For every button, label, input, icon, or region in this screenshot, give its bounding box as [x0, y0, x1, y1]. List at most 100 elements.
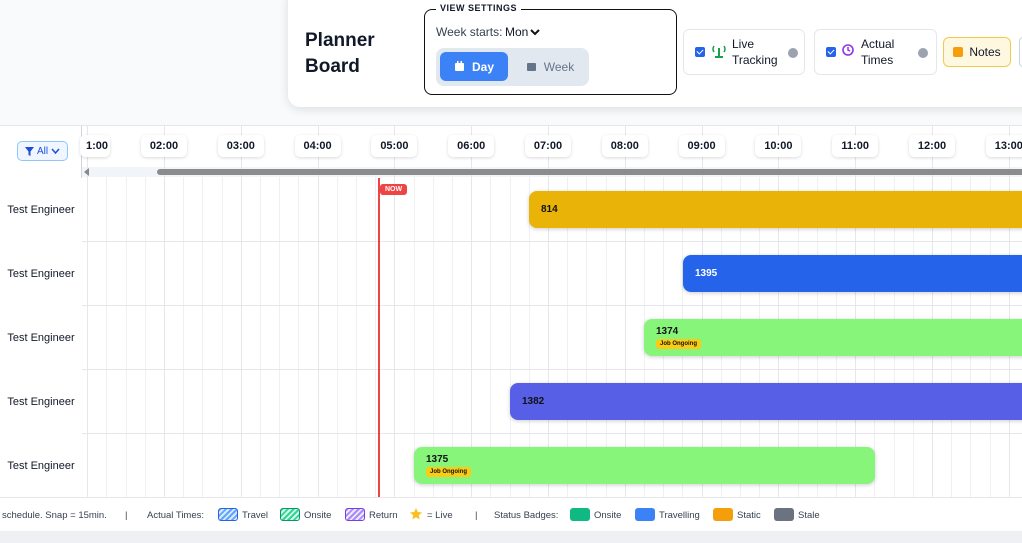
job-bar[interactable]: 1395: [683, 255, 1022, 292]
static-badge-swatch: [713, 508, 733, 521]
grid-line: [1008, 126, 1010, 497]
job-number: 1382: [522, 396, 545, 407]
hint: schedule. Snap = 15min.: [2, 510, 107, 521]
onsite-badge-swatch: [570, 508, 590, 521]
scrollbar[interactable]: [157, 169, 1022, 175]
actual-times-heading: Actual Times:: [147, 510, 205, 521]
legend-footer: schedule. Snap = 15min. | Actual Times: …: [0, 497, 1022, 531]
hour-label: 04:00: [294, 135, 341, 157]
grid-line: [183, 177, 185, 497]
engineer-name: Test Engineer: [0, 242, 82, 306]
week-starts-select[interactable]: Mon: [505, 25, 529, 39]
engineer-name: Test Engineer: [0, 370, 82, 434]
grid-line: [125, 177, 127, 497]
day-label: Day: [471, 59, 494, 74]
grid-line: [432, 177, 434, 497]
now-label: NOW: [380, 184, 408, 195]
grid-line: [144, 177, 146, 497]
job-bar[interactable]: 1374 Job Ongoing: [644, 319, 1022, 356]
help-icon[interactable]: [918, 48, 928, 58]
engineer-row: Test Engineer 1374 Job Ongoing: [0, 306, 1022, 370]
legend-label: Onsite: [304, 510, 332, 521]
grid-line: [221, 177, 223, 497]
filter-button[interactable]: All: [17, 141, 68, 161]
grid-line: [394, 126, 396, 497]
timeline: 1:00 02:00 03:00 04:00 05:00 06:00 07:00 08:00 0…: [0, 125, 1022, 497]
job-bar[interactable]: 1375 Job Ongoing: [414, 447, 875, 484]
return-swatch: [345, 508, 365, 521]
hour-label: 07:00: [525, 135, 571, 157]
checkbox[interactable]: [826, 47, 836, 57]
grid-line: [298, 177, 300, 497]
scroll-arrow[interactable]: [84, 168, 90, 176]
grid-line: [932, 126, 933, 497]
hour-label: 1:00: [80, 135, 110, 157]
grid-line: [87, 126, 89, 497]
stale-badge-swatch: [774, 508, 794, 521]
grid-line: [778, 126, 780, 497]
grid-line: [471, 126, 473, 497]
grid-line: [855, 126, 857, 497]
view-settings: [424, 9, 677, 95]
tracking-icon: [712, 45, 726, 58]
grid-line: [279, 177, 281, 497]
week-starts-label: Week starts:: [436, 25, 503, 39]
live-tracking-option[interactable]: Live Tracking: [683, 29, 805, 75]
actual-times-option[interactable]: Actual Times: [814, 29, 937, 75]
engineer-row: Test Engineer 814: [0, 178, 1022, 242]
actual-times-label: Actual Times: [861, 37, 895, 67]
note-icon: [953, 47, 964, 57]
job-number: 814: [541, 204, 558, 215]
legend-label: Return: [369, 510, 398, 521]
calendar-icon: [526, 63, 536, 71]
hour-label: 06:00: [448, 135, 495, 157]
grid-line: [260, 177, 261, 497]
separator: |: [125, 510, 128, 521]
job-number: 1374: [656, 326, 679, 337]
grid-line: [509, 177, 511, 497]
legend-label: Stale: [798, 510, 820, 521]
history-icon: [842, 44, 854, 56]
filter-label: All: [36, 145, 49, 157]
engineer-row: Test Engineer 1395: [0, 242, 1022, 306]
page-title: Planner Board: [305, 30, 375, 77]
job-number: 1395: [695, 268, 718, 279]
help-icon[interactable]: [788, 48, 798, 58]
live-tracking-label: Live Tracking: [732, 37, 778, 67]
legend-label: = Live: [427, 510, 453, 521]
hour-label: 02:00: [141, 135, 187, 157]
now-line: [378, 178, 380, 497]
legend-label: Travel: [242, 510, 269, 521]
hour-label: 03:00: [217, 135, 264, 157]
week-button[interactable]: Week: [512, 52, 588, 81]
hour-label: 11:00: [832, 135, 879, 157]
hour-label: 13:00: [985, 135, 1022, 157]
caret: [51, 148, 60, 154]
separator: |: [475, 510, 478, 521]
checkbox[interactable]: [695, 47, 705, 57]
grid-line: [106, 177, 108, 497]
hour-label: 08:00: [601, 135, 648, 157]
grid-line: [240, 126, 242, 497]
job-bar[interactable]: 814: [529, 191, 1022, 228]
view-settings-legend: VIEW SETTINGS: [436, 3, 522, 13]
grid-line: [490, 177, 492, 497]
job-bar[interactable]: 1382: [510, 383, 1022, 420]
day-button[interactable]: Day: [440, 52, 508, 81]
travel-swatch: [218, 508, 238, 521]
grid-line: [701, 126, 703, 497]
grid-line: [336, 177, 338, 497]
job-badge: Job Ongoing: [656, 339, 701, 349]
engineer-name: Test Engineer: [0, 178, 82, 242]
grid-line: [624, 126, 626, 497]
legend-label: Onsite: [594, 510, 622, 521]
grid-line: [317, 126, 319, 497]
status-badges-heading: Status Badges:: [494, 510, 559, 521]
more-button[interactable]: [1019, 37, 1022, 67]
grid-line: [164, 126, 165, 497]
grid-line: [567, 177, 569, 497]
grid-line: [452, 177, 453, 497]
notes-button[interactable]: Notes: [943, 37, 1011, 67]
week-label: Week: [543, 59, 575, 74]
